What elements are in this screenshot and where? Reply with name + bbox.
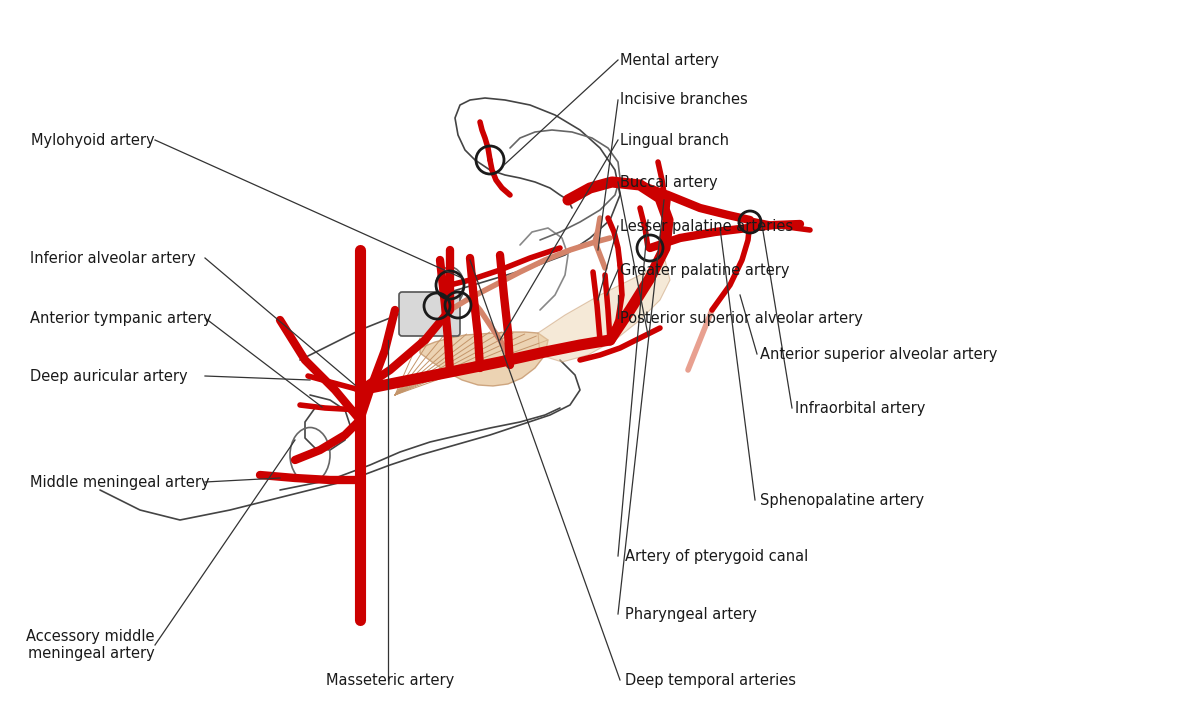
Text: Accessory middle
meningeal artery: Accessory middle meningeal artery — [26, 629, 155, 661]
Text: Artery of pterygoid canal: Artery of pterygoid canal — [625, 549, 809, 564]
Text: Lesser palatine arteries: Lesser palatine arteries — [620, 219, 793, 234]
Text: Posterior superior alveolar artery: Posterior superior alveolar artery — [620, 310, 863, 326]
Text: Pharyngeal artery: Pharyngeal artery — [625, 607, 757, 622]
Text: Middle meningeal artery: Middle meningeal artery — [30, 475, 210, 490]
Text: Sphenopalatine artery: Sphenopalatine artery — [760, 493, 924, 508]
Text: Incisive branches: Incisive branches — [620, 92, 748, 108]
Text: Masseteric artery: Masseteric artery — [326, 673, 454, 688]
Text: Deep auricular artery: Deep auricular artery — [30, 369, 187, 384]
Text: Anterior tympanic artery: Anterior tympanic artery — [30, 310, 211, 326]
Text: Anterior superior alveolar artery: Anterior superior alveolar artery — [760, 346, 997, 361]
Polygon shape — [420, 332, 548, 386]
Text: Mental artery: Mental artery — [620, 52, 719, 67]
Text: Infraorbital artery: Infraorbital artery — [796, 401, 925, 415]
Text: Mylohyoid artery: Mylohyoid artery — [31, 133, 155, 148]
Text: Inferior alveolar artery: Inferior alveolar artery — [30, 250, 196, 265]
FancyBboxPatch shape — [398, 292, 460, 336]
Polygon shape — [538, 260, 670, 362]
Text: Buccal artery: Buccal artery — [620, 174, 718, 189]
Text: Lingual branch: Lingual branch — [620, 133, 730, 148]
Text: Deep temporal arteries: Deep temporal arteries — [625, 673, 796, 688]
Text: Greater palatine artery: Greater palatine artery — [620, 262, 790, 277]
